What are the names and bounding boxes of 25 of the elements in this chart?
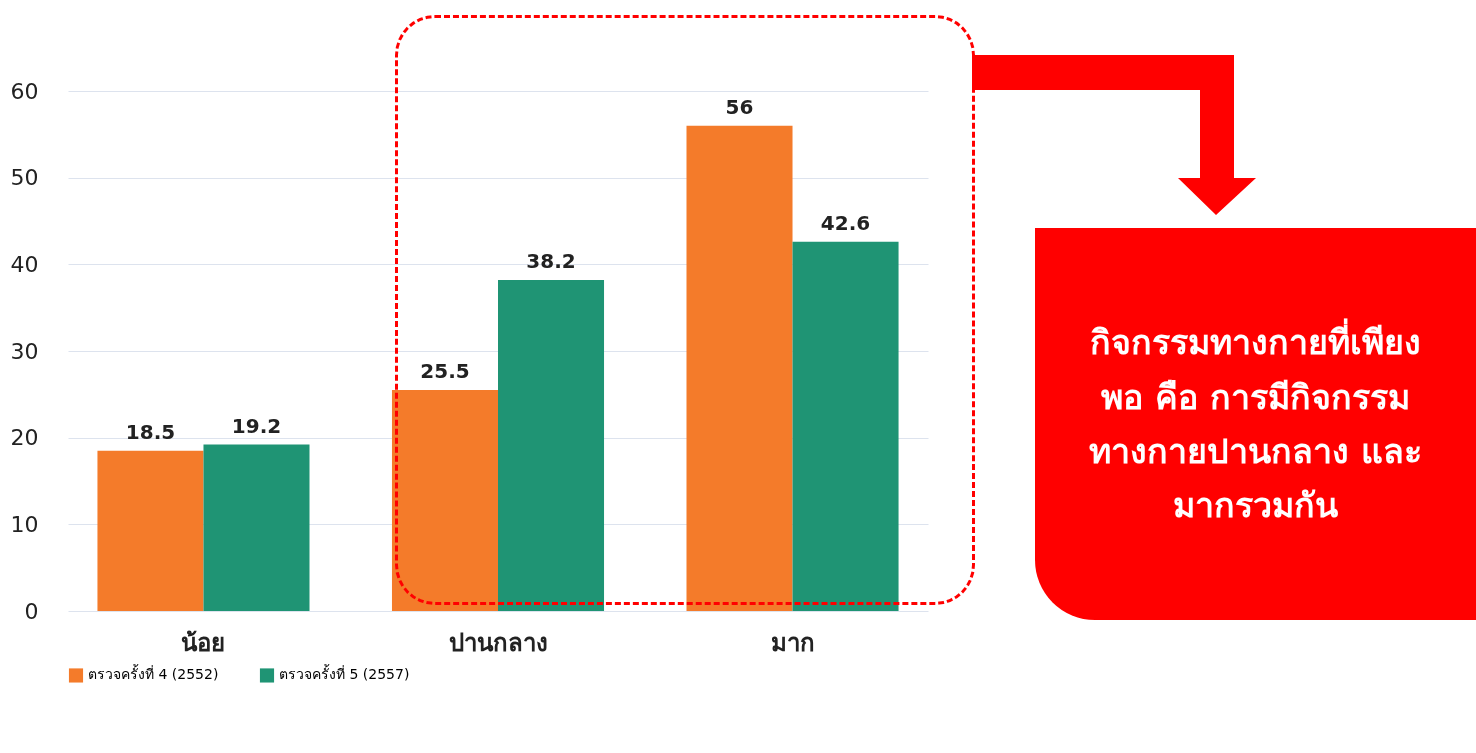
data-label: 25.5	[420, 359, 470, 383]
text: กิจกรรมทางกายที่เพียงพอ คือ การมีกิจกรรมทางกายปานกลาง และมากรวมกัน	[1035, 228, 1476, 620]
y-tick-label: 60	[10, 78, 39, 104]
bar	[203, 444, 310, 611]
data-label: 56	[725, 94, 754, 119]
data-label: 19.2	[231, 413, 282, 438]
bar	[391, 390, 498, 611]
y-tick-label: 50	[10, 165, 39, 191]
y-tick-label: 30	[10, 338, 39, 364]
y-tick-label: 40	[10, 251, 39, 277]
data-label: 38.2	[526, 248, 576, 273]
legend-label: ตรวจครั้งที่ 4 (2552)	[88, 664, 219, 683]
x-tick-label: น้อย	[181, 628, 226, 657]
bar	[97, 450, 204, 611]
y-tick-label: 0	[24, 598, 39, 624]
bar	[498, 279, 605, 611]
y-tick-label: 10	[10, 511, 39, 537]
data-label: 18.5	[125, 419, 176, 444]
x-tick-label: ปานกลาง	[448, 628, 548, 657]
y-tick-label: 20	[10, 425, 39, 451]
data-label: 42.6	[820, 210, 871, 235]
bar	[792, 241, 899, 611]
bar	[686, 125, 793, 611]
x-tick-label: มาก	[770, 628, 815, 657]
legend-label: ตรวจครั้งที่ 5 (2557)	[279, 664, 410, 683]
